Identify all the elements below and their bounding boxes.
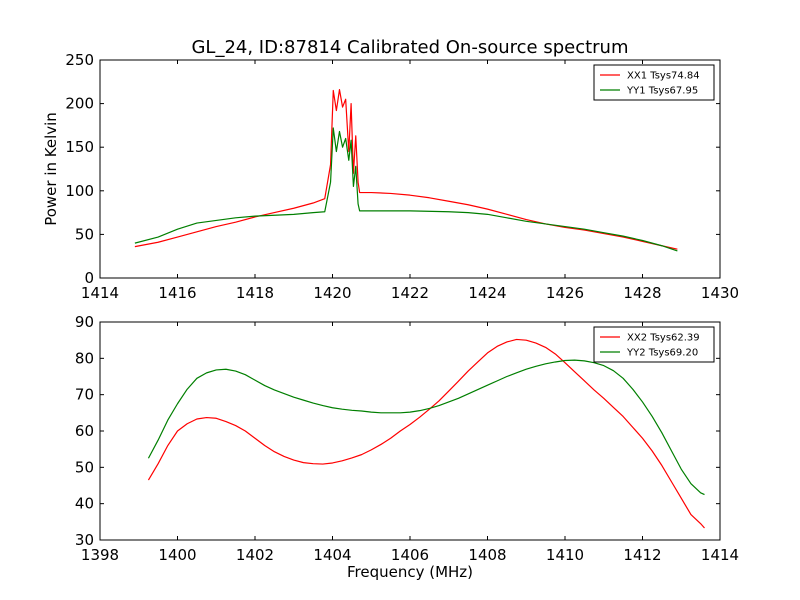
legend-label: YY1 Tsys67.95 [626,86,698,97]
legend: XX1 Tsys74.84 YY1 Tsys67.95 [593,64,715,101]
x-tick-label: 1410 [546,546,584,564]
x-tick-label: 1408 [468,546,506,564]
x-tick-label: 1424 [468,284,506,302]
legend: XX2 Tsys62.39 YY2 Tsys69.20 [593,326,715,363]
y-tick-label: 80 [75,349,94,367]
x-tick-label: 1402 [236,546,274,564]
x-tick-label: 1400 [158,546,196,564]
x-tick-label: 1418 [236,284,274,302]
bottom-panel: 1398 1400 1402 1404 1406 1408 1410 1412 1414 30 40… [75,313,739,564]
x-tick-label: 1398 [81,546,119,564]
series-line-1-2 [134,127,678,252]
y-tick-label: 100 [65,182,94,200]
legend-box [593,64,715,101]
y-tick-label: 90 [75,313,94,331]
legend-label: XX2 Tsys62.39 [627,333,700,344]
x-tick-label: 1422 [391,284,429,302]
y-tick-label: 150 [65,138,94,156]
y-tick-label: 50 [75,225,94,243]
x-tick-label: 1404 [313,546,351,564]
y-tick-label: 60 [75,422,94,440]
x-tick-label: 1416 [158,284,196,302]
series-line-2-1 [147,338,705,529]
x-tick-label: 1426 [546,284,584,302]
legend-label: YY2 Tsys69.20 [626,348,698,359]
legend-label: XX1 Tsys74.84 [627,71,700,82]
bottom-x-axis-label: Frequency (MHz) [347,563,473,581]
x-tick-label: 1428 [623,284,661,302]
x-tick-label: 1414 [701,546,739,564]
top-y-axis-label: Power in Kelvin [42,112,60,226]
x-tick-label: 1430 [701,284,739,302]
y-tick-label: 250 [65,51,94,69]
x-tick-label: 1406 [391,546,429,564]
top-panel: 1414 1416 1418 1420 1422 1424 1426 1428 1430 0 50 1… [65,51,739,302]
x-tick-label: 1414 [81,284,119,302]
y-tick-label: 200 [65,95,94,113]
series-line-2-2 [147,359,705,496]
chart-title: GL_24, ID:87814 Calibrated On-source spe… [191,37,628,58]
x-tick-label: 1412 [623,546,661,564]
y-tick-label: 30 [75,531,94,549]
y-tick-label: 70 [75,386,94,404]
y-tick-label: 50 [75,458,94,476]
y-tick-label: 0 [84,269,94,287]
x-tick-label: 1420 [313,284,351,302]
y-tick-label: 40 [75,495,94,513]
legend-box [593,326,715,363]
series-line-1-1 [134,89,678,250]
